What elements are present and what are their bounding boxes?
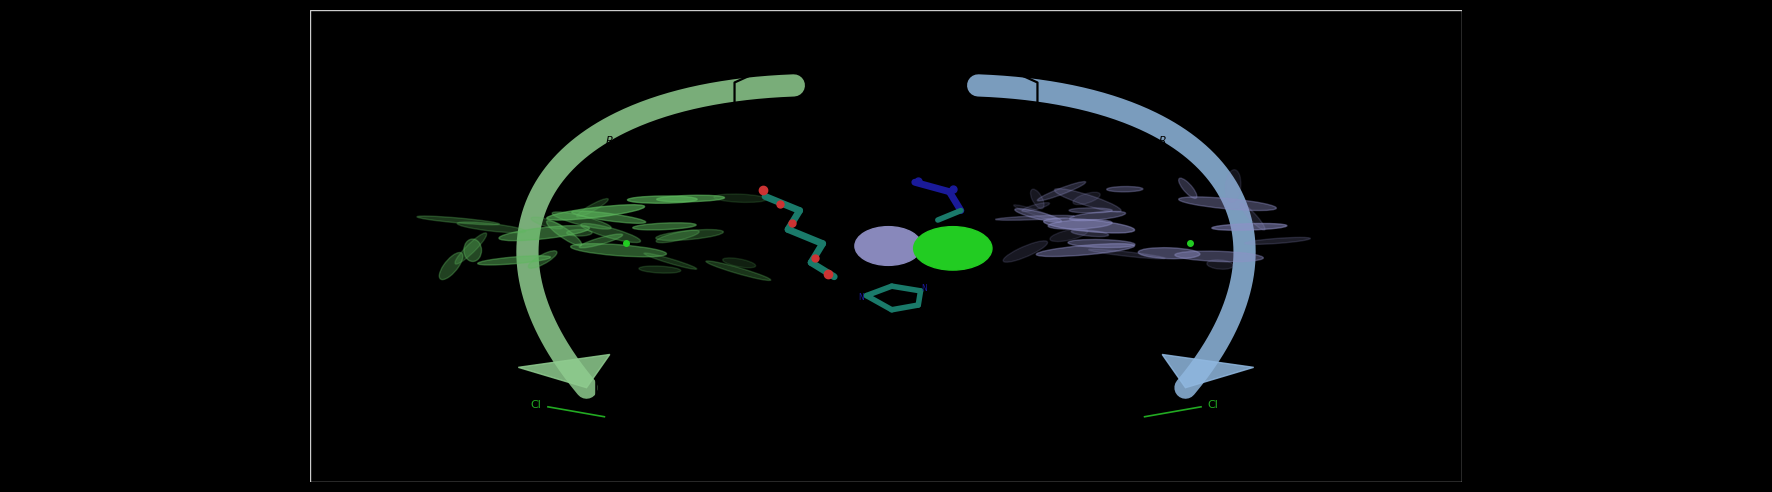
Ellipse shape [1069, 208, 1113, 213]
Ellipse shape [627, 196, 696, 203]
Ellipse shape [1069, 240, 1134, 247]
Ellipse shape [1044, 218, 1134, 233]
Ellipse shape [1037, 182, 1086, 201]
Text: H: H [1086, 172, 1093, 182]
Ellipse shape [1240, 203, 1265, 230]
Text: Cl: Cl [530, 400, 540, 410]
Ellipse shape [640, 266, 680, 273]
Text: R: R [1159, 136, 1166, 146]
Text: R: R [1274, 433, 1281, 443]
Ellipse shape [656, 230, 723, 241]
Ellipse shape [528, 251, 556, 268]
Ellipse shape [705, 261, 771, 280]
Ellipse shape [1022, 203, 1049, 212]
Ellipse shape [581, 223, 640, 243]
Ellipse shape [416, 216, 500, 225]
Text: R: R [606, 136, 613, 146]
Ellipse shape [656, 230, 700, 243]
Text: N: N [679, 152, 686, 162]
Text: N: N [921, 284, 927, 293]
Ellipse shape [478, 256, 551, 265]
Ellipse shape [1175, 251, 1263, 262]
Ellipse shape [1212, 223, 1286, 230]
Text: N: N [858, 293, 863, 303]
Polygon shape [519, 354, 610, 388]
Ellipse shape [1054, 188, 1122, 212]
Polygon shape [1162, 354, 1253, 388]
Text: R: R [468, 433, 475, 443]
Ellipse shape [657, 195, 725, 202]
Ellipse shape [579, 234, 622, 248]
Text: H: H [679, 172, 686, 182]
Ellipse shape [1047, 219, 1113, 229]
Ellipse shape [643, 253, 696, 269]
Ellipse shape [439, 252, 462, 279]
Ellipse shape [1070, 212, 1125, 220]
Ellipse shape [532, 217, 562, 229]
Ellipse shape [546, 220, 581, 246]
Ellipse shape [723, 258, 755, 268]
Ellipse shape [457, 222, 526, 233]
Ellipse shape [455, 233, 487, 264]
Ellipse shape [572, 211, 645, 223]
Ellipse shape [548, 205, 645, 220]
Text: O: O [668, 359, 677, 369]
Ellipse shape [714, 194, 767, 202]
Ellipse shape [1108, 186, 1143, 192]
Text: H: H [1201, 469, 1209, 480]
Text: N: N [540, 450, 548, 460]
Ellipse shape [1178, 178, 1196, 198]
Ellipse shape [1088, 249, 1164, 259]
Ellipse shape [1003, 241, 1047, 262]
Ellipse shape [500, 226, 590, 241]
Ellipse shape [464, 239, 482, 261]
Ellipse shape [567, 230, 592, 236]
Ellipse shape [576, 199, 608, 217]
Text: O: O [1072, 359, 1081, 369]
Ellipse shape [996, 215, 1074, 220]
Text: N: N [1086, 152, 1093, 162]
Ellipse shape [1074, 192, 1100, 205]
Ellipse shape [633, 223, 696, 230]
Ellipse shape [571, 244, 666, 257]
Ellipse shape [1037, 244, 1134, 256]
Text: Cl: Cl [1209, 400, 1219, 410]
Ellipse shape [1014, 205, 1058, 221]
Ellipse shape [1031, 189, 1044, 209]
Ellipse shape [1072, 230, 1109, 237]
Ellipse shape [854, 227, 921, 265]
Ellipse shape [1246, 237, 1310, 245]
Ellipse shape [914, 227, 992, 270]
Text: O: O [806, 62, 815, 71]
Ellipse shape [553, 212, 611, 229]
Text: H: H [540, 469, 548, 480]
Ellipse shape [1015, 209, 1061, 222]
Text: O: O [957, 62, 966, 71]
Ellipse shape [1051, 229, 1088, 242]
Ellipse shape [1207, 260, 1233, 269]
Ellipse shape [1226, 170, 1240, 202]
Ellipse shape [1138, 247, 1200, 259]
Text: N: N [1201, 450, 1209, 460]
Ellipse shape [1178, 197, 1276, 211]
